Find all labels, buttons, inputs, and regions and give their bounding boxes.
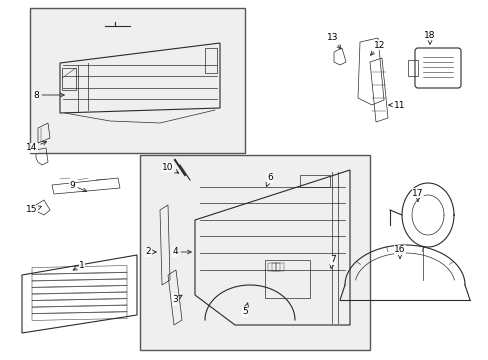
Text: 17: 17: [411, 189, 423, 201]
Bar: [267, 263, 275, 271]
Text: 1: 1: [73, 261, 85, 270]
Text: 4: 4: [172, 248, 191, 256]
Bar: [204, 48, 217, 73]
Text: 3: 3: [172, 295, 182, 305]
Text: 13: 13: [326, 33, 340, 49]
Text: 9: 9: [69, 180, 86, 192]
Text: 2: 2: [145, 248, 156, 256]
Bar: [30, 8, 244, 153]
Text: 7: 7: [329, 256, 335, 269]
Bar: [299, 175, 329, 187]
Text: 11: 11: [388, 100, 405, 109]
Text: 8: 8: [33, 90, 64, 99]
Bar: [407, 60, 417, 76]
Text: 5: 5: [242, 303, 248, 316]
Text: 14: 14: [26, 141, 46, 153]
Text: 6: 6: [265, 174, 272, 186]
Bar: [264, 260, 309, 298]
Text: 12: 12: [370, 40, 385, 55]
Bar: [271, 263, 280, 271]
Text: 18: 18: [424, 31, 435, 44]
Text: 16: 16: [393, 246, 405, 258]
Text: 10: 10: [162, 162, 179, 173]
Bar: [140, 155, 369, 350]
Bar: [275, 263, 284, 271]
Text: 15: 15: [26, 206, 41, 215]
Bar: [62, 68, 76, 90]
